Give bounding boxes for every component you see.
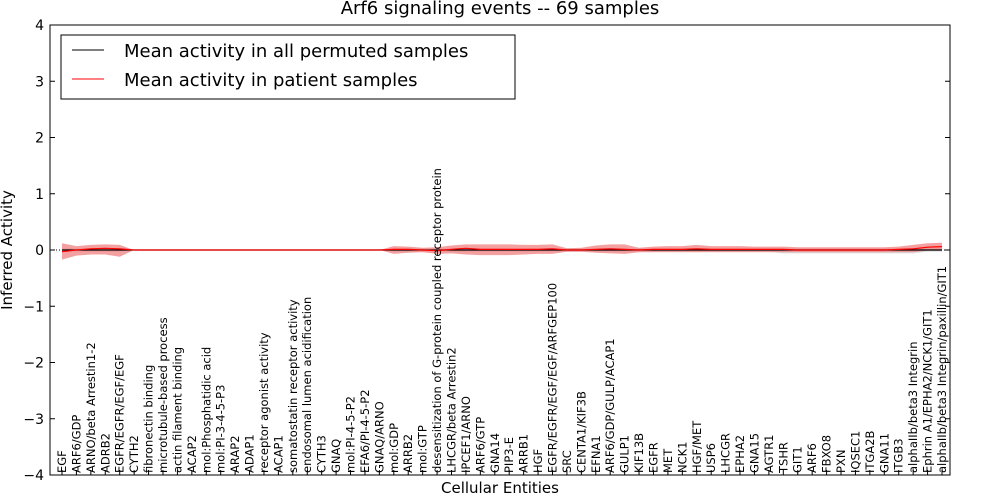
x-tick-label: ARNO/beta Arrestin1-2 [84, 342, 98, 473]
x-tick-label: GNA15 [748, 433, 762, 473]
x-tick-label: LHCGR [719, 433, 733, 473]
x-tick-label: ITGA2B [863, 430, 877, 473]
x-tick-label: NCK1 [675, 442, 689, 474]
x-tick-label: EFA6/PI-4-5-P2 [358, 389, 372, 473]
x-tick-label: mol:PI-4-5-P2 [344, 396, 358, 473]
x-tick-label: MET [661, 448, 675, 473]
y-axis: −4 −3 −2 −1 0 1 2 3 4 [23, 18, 950, 484]
x-tick-label: GNAQ [329, 439, 343, 473]
x-tick-label: ARRB1 [517, 434, 531, 473]
x-tick-label: endosomal lumen acidification [300, 297, 314, 473]
x-tick-label: ACAP2 [185, 435, 199, 473]
x-tick-label: EPHA2 [733, 435, 747, 473]
x-tick-label: GNAQ/ARNO [372, 401, 386, 473]
x-tick-label: GIT1 [791, 446, 805, 473]
x-tick-label: alphaIIb/beta3 Integrin [906, 341, 920, 473]
x-tick-label: AGTR1 [762, 435, 776, 474]
x-tick-label: ARAP2 [228, 435, 242, 473]
x-tick-label: actin filament binding [170, 347, 184, 473]
x-tick-label: TSHR [776, 442, 790, 474]
x-tick-label: fibronectin binding [142, 365, 156, 473]
y-tick-label: 1 [35, 187, 44, 203]
x-tick-label: desensitization of G-protein coupled rec… [430, 168, 444, 473]
x-tick-label: ACAP1 [271, 435, 285, 473]
x-tick-label: EGFR/EGFR/EGF/EGF/ARFGEP100 [546, 283, 560, 473]
x-tick-label: mol:Phosphatidic acid [199, 347, 213, 473]
x-tick-label: ADAP1 [243, 434, 257, 473]
x-tick-label: receptor agonist activity [257, 332, 271, 473]
x-axis-title: Cellular Entities [441, 479, 559, 497]
x-tick-label: GNA14 [488, 433, 502, 473]
x-tick-label: mol:GTP [416, 425, 430, 473]
y-tick-label: −4 [23, 468, 44, 484]
x-tick-label: EFNA1 [589, 435, 603, 473]
x-tick-label: Ephrin A1/EPHA2/NCK1/GIT1 [921, 309, 935, 473]
x-tick-label: IQSEC1 [848, 431, 862, 473]
legend: Mean activity in all permuted samples Me… [60, 34, 516, 100]
x-tick-label: mol:GDP [387, 423, 401, 473]
x-tick-label: ADRB2 [98, 433, 112, 473]
x-tick-label: mol:PI-3-4-5-P3 [214, 385, 228, 473]
x-tick-label: GULP1 [618, 435, 632, 473]
x-tick-label: GNA11 [877, 433, 891, 473]
legend-frame [60, 34, 516, 100]
x-tick-label: LHCGR/beta Arrestin2 [445, 347, 459, 473]
x-tick-label: CYTH2 [127, 435, 141, 473]
x-tick-label: microtubule-based process [156, 317, 170, 473]
x-tick-label: EGF [55, 450, 69, 473]
x-tick-label: EGFR/EGFR/EGF/EGF [113, 354, 127, 473]
x-tick-label: CENTA1/KIF3B [574, 391, 588, 473]
legend-label-permuted: Mean activity in all permuted samples [124, 41, 468, 62]
legend-label-patient: Mean activity in patient samples [124, 70, 418, 91]
x-tick-label: ARRB2 [401, 434, 415, 473]
y-tick-label: 0 [35, 243, 44, 259]
x-axis-labels: EGF ARF6/GDP ARNO/beta Arrestin1-2 ADRB2 EGF… [55, 168, 949, 475]
y-tick-label: −2 [23, 356, 44, 372]
x-tick-label: USP6 [704, 443, 718, 473]
chart-title: Arf6 signaling events -- 69 samples [341, 0, 660, 19]
y-tick-label: 2 [35, 131, 44, 147]
x-tick-label: FBXO8 [820, 435, 834, 473]
x-tick-label: EGFR [647, 442, 661, 473]
x-tick-label: ARF6/GDP [69, 415, 83, 473]
y-tick-label: −3 [23, 412, 44, 428]
x-tick-label: ARF6 [805, 443, 819, 473]
patient-band [62, 242, 942, 260]
x-tick-label: SRC [560, 450, 574, 473]
x-tick-label: alphaIIb/beta3 Integrin/paxillin/GIT1 [935, 266, 949, 473]
x-tick-label: somatostatin receptor activity [286, 299, 300, 473]
y-tick-label: 4 [35, 18, 44, 34]
x-tick-label: HGF/MET [690, 420, 704, 473]
x-tick-label: ARF6/GTP [473, 417, 487, 473]
x-tick-label: PXN [834, 450, 848, 473]
y-tick-label: 3 [35, 74, 44, 90]
x-tick-label: IPCEF1/ARNO [459, 396, 473, 473]
x-tick-label: ARF6/GDP/GULP/ACAP1 [603, 338, 617, 473]
x-tick-label: CYTH3 [315, 435, 329, 473]
x-tick-label: PIP3-E [502, 437, 516, 473]
x-tick-label: KIF13B [632, 433, 646, 473]
y-tick-label: −1 [23, 299, 44, 315]
y-axis-title: Inferred Activity [0, 190, 16, 310]
x-tick-label: ITGB3 [892, 438, 906, 473]
x-tick-label: HGF [531, 449, 545, 473]
series-line-patient [61, 246, 943, 253]
